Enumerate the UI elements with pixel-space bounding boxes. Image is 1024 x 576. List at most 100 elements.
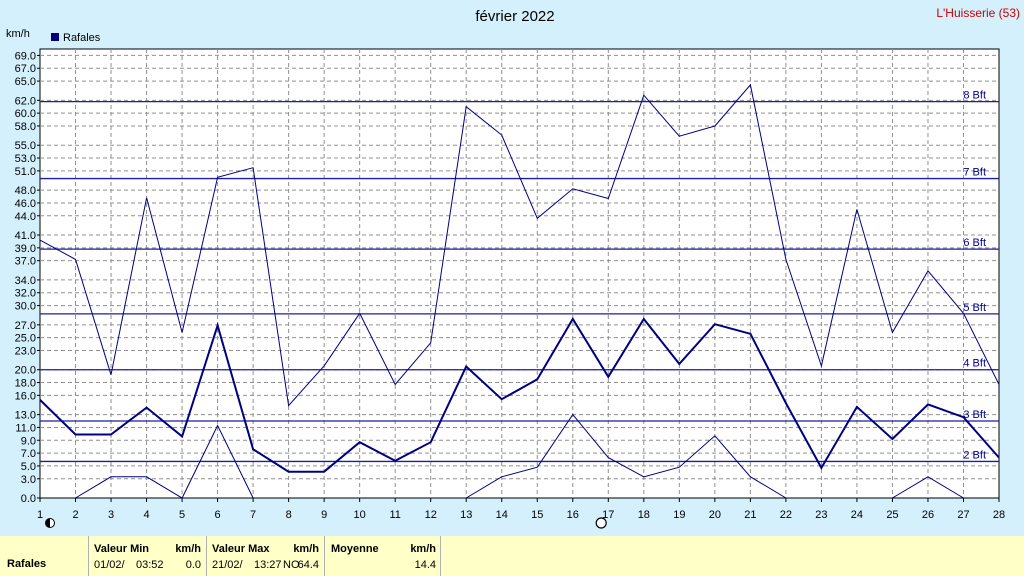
footer-row-label: Rafales xyxy=(7,558,47,570)
max-value: 64.4 xyxy=(297,559,319,571)
x-tick-label: 2 xyxy=(72,509,78,521)
x-tick-label: 13 xyxy=(460,509,472,521)
y-tick-label: 44.0 xyxy=(15,211,36,223)
x-tick-label: 10 xyxy=(354,509,366,521)
beaufort-label: 8 Bft xyxy=(963,90,986,102)
new-moon-shade xyxy=(45,518,50,528)
beaufort-label: 7 Bft xyxy=(963,167,986,179)
x-tick-label: 26 xyxy=(922,509,934,521)
series xyxy=(39,83,1000,499)
x-tick-label: 27 xyxy=(957,509,969,521)
y-tick-label: 48.0 xyxy=(15,185,36,197)
x-tick-label: 14 xyxy=(496,509,508,521)
stats-footer: Rafales Valeur Min km/h 01/02/ 03:52 0.0… xyxy=(0,536,1024,576)
beaufort-label: 4 Bft xyxy=(963,358,986,370)
y-tick-label: 60.0 xyxy=(15,108,36,120)
y-tick-label: 7.0 xyxy=(21,448,36,460)
y-tick-label: 30.0 xyxy=(15,301,36,313)
max-header: Valeur Max xyxy=(212,543,270,555)
x-tick-label: 16 xyxy=(567,509,579,521)
beaufort-label: 3 Bft xyxy=(963,409,986,421)
x-tick-label: 8 xyxy=(286,509,292,521)
min-date: 01/02/ xyxy=(94,559,125,571)
x-tick-label: 20 xyxy=(709,509,721,521)
y-tick-label: 18.0 xyxy=(15,378,36,390)
chart-title: février 2022 xyxy=(475,8,554,25)
x-tick-label: 24 xyxy=(851,509,863,521)
series-line-min xyxy=(892,476,964,499)
x-tick-label: 17 xyxy=(602,509,614,521)
x-tick-label: 6 xyxy=(215,509,221,521)
min-cell: Valeur Min km/h 01/02/ 03:52 0.0 xyxy=(88,536,207,576)
y-tick-label: 9.0 xyxy=(21,435,36,447)
x-tick-label: 18 xyxy=(638,509,650,521)
x-tick-label: 7 xyxy=(250,509,256,521)
min-unit: km/h xyxy=(175,543,201,555)
y-tick-label: 37.0 xyxy=(15,256,36,268)
max-unit: km/h xyxy=(293,543,319,555)
y-tick-label: 65.0 xyxy=(15,76,36,88)
max-date: 21/02/ xyxy=(212,559,243,571)
y-tick-label: 55.0 xyxy=(15,140,36,152)
y-tick-label: 69.0 xyxy=(15,50,36,62)
max-time: 13:27 xyxy=(254,559,282,571)
x-tick-label: 23 xyxy=(815,509,827,521)
min-header: Valeur Min xyxy=(94,543,150,555)
y-tick-label: 3.0 xyxy=(21,474,36,486)
y-tick-label: 16.0 xyxy=(15,390,36,402)
y-axis-unit: km/h xyxy=(6,28,30,40)
y-tick-label: 13.0 xyxy=(15,410,36,422)
x-tick-label: 3 xyxy=(108,509,114,521)
avg-cell: Moyenne km/h 14.4 xyxy=(324,536,441,576)
station-name: L'Huisserie (53) xyxy=(936,6,1020,20)
max-cell: Valeur Max km/h 21/02/ 13:27 NO 64.4 xyxy=(206,536,325,576)
avg-unit: km/h xyxy=(410,543,436,555)
legend-swatch xyxy=(51,33,59,41)
y-tick-label: 25.0 xyxy=(15,333,36,345)
plot-area xyxy=(39,48,1000,499)
axes: 0.03.05.07.09.011.013.016.018.020.023.02… xyxy=(15,50,1005,529)
y-tick-label: 27.0 xyxy=(15,320,36,332)
y-tick-label: 20.0 xyxy=(15,365,36,377)
max-direction: NO xyxy=(283,559,300,571)
y-tick-label: 58.0 xyxy=(15,121,36,133)
y-tick-label: 62.0 xyxy=(15,95,36,107)
min-time: 03:52 xyxy=(136,559,164,571)
beaufort-label: 5 Bft xyxy=(963,302,986,314)
y-tick-label: 51.0 xyxy=(15,166,36,178)
footer-spacer xyxy=(440,536,1024,576)
x-tick-label: 28 xyxy=(993,509,1005,521)
series-line-max xyxy=(39,83,1000,407)
grid xyxy=(40,49,999,498)
full-moon-icon xyxy=(595,517,607,529)
avg-header: Moyenne xyxy=(331,543,379,555)
y-tick-label: 46.0 xyxy=(15,198,36,210)
beaufort-label: 2 Bft xyxy=(963,449,986,461)
y-tick-label: 34.0 xyxy=(15,275,36,287)
series-line-min xyxy=(465,413,787,499)
wind-gust-chart: 2 Bft 3 Bft 4 Bft 5 Bft 6 Bft 7 Bft 8 Bft 0.0 3… xyxy=(6,6,1020,529)
y-tick-label: 53.0 xyxy=(15,153,36,165)
x-tick-label: 19 xyxy=(673,509,685,521)
y-tick-label: 11.0 xyxy=(15,422,36,434)
y-tick-label: 67.0 xyxy=(15,63,36,75)
beaufort-lines: 2 Bft 3 Bft 4 Bft 5 Bft 6 Bft 7 Bft 8 Bft xyxy=(40,90,999,463)
series-line-min xyxy=(75,424,254,499)
avg-value: 14.4 xyxy=(414,559,436,571)
x-tick-label: 1 xyxy=(37,509,43,521)
x-tick-label: 25 xyxy=(886,509,898,521)
x-tick-label: 21 xyxy=(744,509,756,521)
y-tick-label: 32.0 xyxy=(15,288,36,300)
x-tick-label: 11 xyxy=(389,509,400,521)
x-tick-label: 5 xyxy=(179,509,185,521)
min-value: 0.0 xyxy=(185,559,201,571)
x-tick-label: 12 xyxy=(425,509,437,521)
y-tick-label: 5.0 xyxy=(21,461,36,473)
y-tick-label: 41.0 xyxy=(15,230,36,242)
x-tick-label: 22 xyxy=(780,509,792,521)
x-tick-label: 4 xyxy=(143,509,149,521)
series-line-moyenne xyxy=(39,317,1000,473)
x-tick-label: 15 xyxy=(531,509,543,521)
y-tick-label: 39.0 xyxy=(15,243,36,255)
x-tick-label: 9 xyxy=(321,509,327,521)
